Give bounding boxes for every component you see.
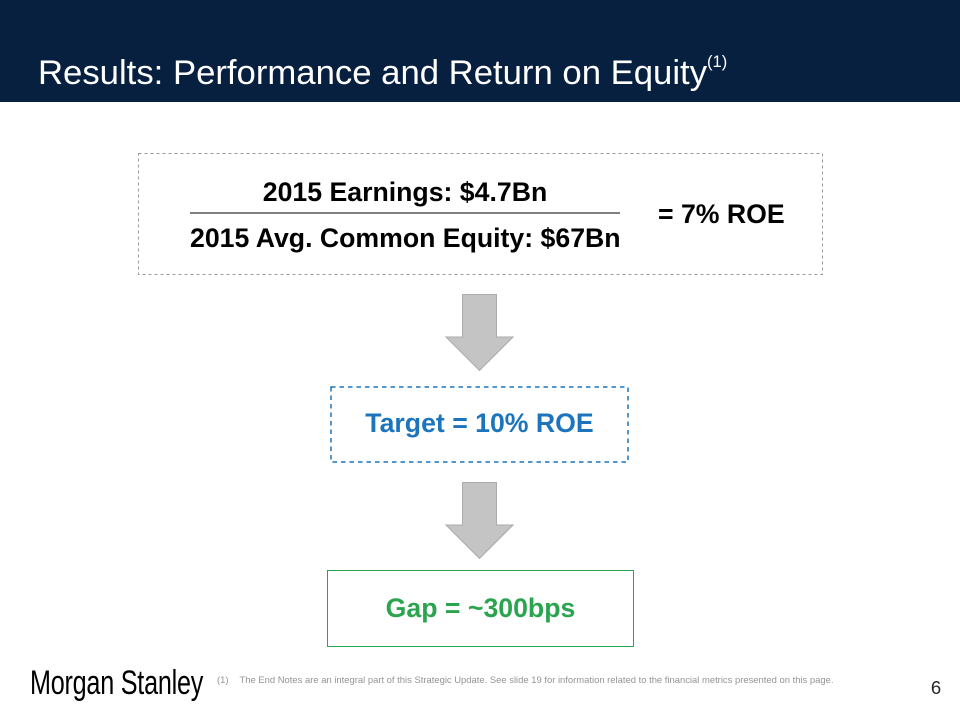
target-label: Target = 10% ROE	[365, 408, 594, 439]
equation-box: 2015 Earnings: $4.7Bn 2015 Avg. Common E…	[138, 153, 823, 275]
equation-result: = 7% ROE	[658, 199, 785, 229]
header-band: Results: Performance and Return on Equit…	[0, 0, 960, 102]
fraction-divider-line	[190, 212, 620, 214]
gap-box: Gap = ~300bps	[327, 570, 634, 647]
equation-box-dashed-border	[138, 153, 823, 275]
target-box-dashed-border	[330, 386, 629, 463]
down-arrow-icon	[445, 294, 514, 371]
slide-title-text: Results: Performance and Return on Equit…	[38, 54, 708, 92]
footnote-marker: (1)	[217, 674, 229, 685]
equation-denominator: 2015 Avg. Common Equity: $67Bn	[190, 222, 621, 253]
equation-numerator: 2015 Earnings: $4.7Bn	[262, 177, 548, 207]
morgan-stanley-logo: Morgan Stanley	[30, 663, 204, 702]
title-footnote-ref: (1)	[707, 53, 728, 71]
gap-label: Gap = ~300bps	[385, 593, 576, 624]
footnote: (1) The End Notes are an integral part of…	[217, 675, 833, 684]
target-box: Target = 10% ROE	[330, 386, 629, 463]
footnote-text: The End Notes are an integral part of th…	[239, 674, 834, 685]
slide-title: Results: Performance and Return on Equit…	[38, 53, 728, 92]
down-arrow-icon	[445, 482, 514, 559]
page-number: 6	[930, 676, 942, 698]
